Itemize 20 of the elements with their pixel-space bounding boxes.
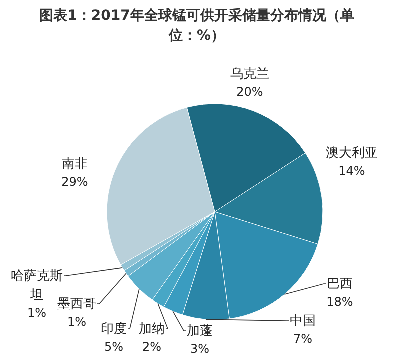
data-label: 29% <box>62 175 88 189</box>
slice-label: 加蓬 <box>187 324 213 339</box>
data-label: 3% <box>190 342 210 356</box>
slice-label: 乌克兰 <box>230 67 270 82</box>
data-label: 20% <box>236 85 264 99</box>
data-label: 5% <box>104 340 124 354</box>
data-label: 2% <box>142 340 162 354</box>
slice-label: 南非 <box>62 157 88 172</box>
slice-label: 印度 <box>101 321 127 337</box>
slice-label: 澳大利亚 <box>326 146 378 161</box>
slice-label: 墨西哥 <box>58 297 96 312</box>
data-label: 18% <box>326 295 354 309</box>
slice-label: 巴西 <box>327 277 353 292</box>
data-label: 14% <box>338 164 366 178</box>
slice-label: 加纳 <box>139 322 165 337</box>
data-label: 7% <box>293 332 313 346</box>
data-label: 1% <box>67 315 87 329</box>
data-label: 1% <box>27 306 47 320</box>
slice-label: 中国 <box>290 314 316 329</box>
chart-title: 图表1：2017年全球锰可供开采储量分布情况（单位：%） <box>40 8 354 44</box>
